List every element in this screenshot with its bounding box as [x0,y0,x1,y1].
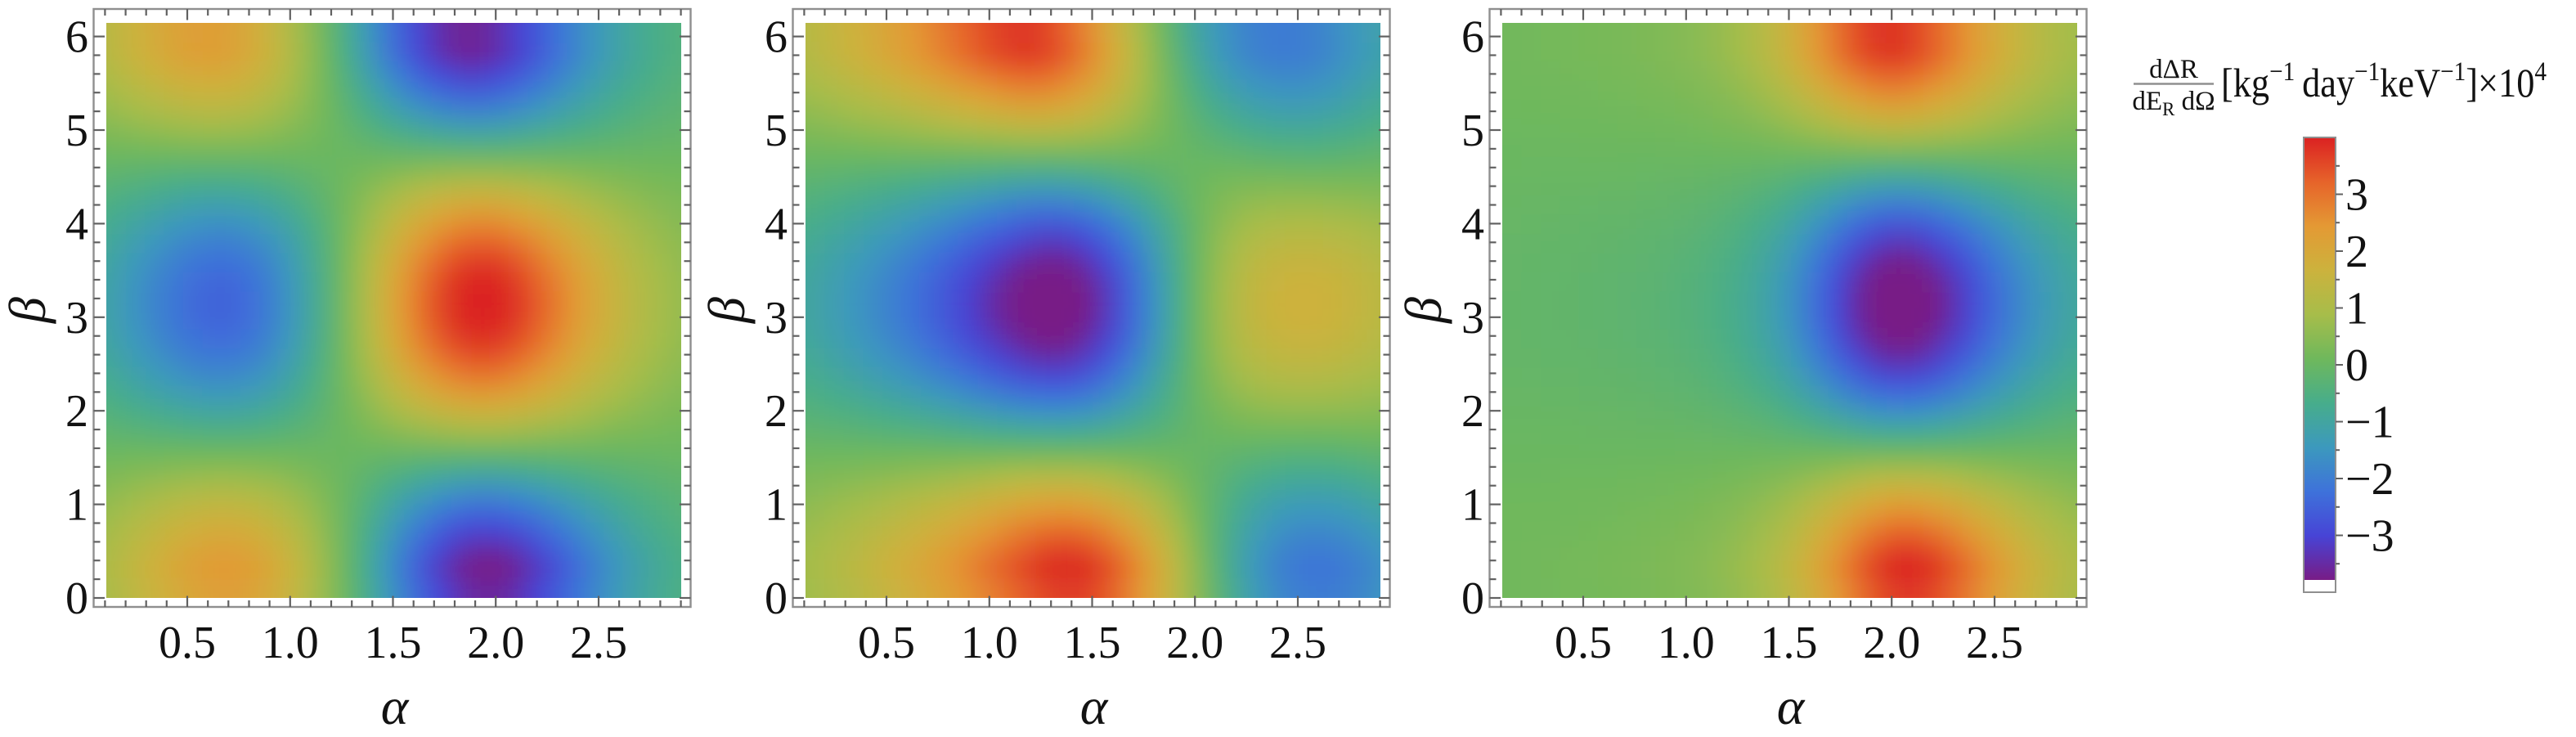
svg-text:−1: −1 [2345,398,2394,448]
svg-text:2.5: 2.5 [1966,618,2023,668]
svg-text:2: 2 [765,386,788,437]
svg-text:1.5: 1.5 [1761,618,1818,668]
svg-text:β: β [1394,297,1452,325]
svg-text:0: 0 [2345,340,2368,391]
svg-text:6: 6 [1461,12,1484,63]
svg-text:2.5: 2.5 [570,618,627,668]
svg-text:4: 4 [765,199,788,249]
svg-text:2: 2 [1461,386,1484,437]
svg-text:3: 3 [765,293,788,344]
svg-text:−2: −2 [2345,454,2394,505]
svg-text:3: 3 [1461,293,1484,344]
svg-text:0: 0 [65,573,88,624]
svg-text:−3: −3 [2345,511,2394,562]
svg-text:0: 0 [1461,573,1484,624]
svg-text:6: 6 [65,12,88,63]
svg-text:0: 0 [765,573,788,624]
svg-text:2.0: 2.0 [1166,618,1223,668]
svg-text:α: α [381,677,410,733]
svg-text:2.5: 2.5 [1269,618,1326,668]
svg-text:1.5: 1.5 [365,618,422,668]
svg-text:0.5: 0.5 [159,618,216,668]
svg-text:1: 1 [765,480,788,531]
svg-text:3: 3 [2345,170,2368,221]
svg-text:2: 2 [65,386,88,437]
svg-text:2: 2 [2345,227,2368,277]
svg-text:β: β [698,297,756,325]
svg-text:1.0: 1.0 [1658,618,1715,668]
svg-text:α: α [1080,677,1109,733]
svg-text:4: 4 [65,199,88,249]
svg-text:1: 1 [2345,284,2368,335]
svg-text:4: 4 [1461,199,1484,249]
svg-text:5: 5 [765,106,788,156]
svg-text:1.5: 1.5 [1064,618,1121,668]
svg-text:3: 3 [65,293,88,344]
svg-text:dΔR: dΔR [2149,55,2198,84]
svg-text:6: 6 [765,12,788,63]
svg-text:β: β [0,297,56,325]
svg-text:2.0: 2.0 [467,618,524,668]
svg-text:0.5: 0.5 [1555,618,1612,668]
svg-text:2.0: 2.0 [1863,618,1920,668]
svg-text:1.0: 1.0 [262,618,319,668]
svg-text:5: 5 [65,106,88,156]
svg-text:1: 1 [65,480,88,531]
svg-text:[kg−1 day−1keV−1]×104: [kg−1 day−1keV−1]×104 [2221,57,2547,106]
svg-text:1: 1 [1461,480,1484,531]
svg-text:0.5: 0.5 [858,618,915,668]
svg-text:5: 5 [1461,106,1484,156]
svg-text:α: α [1777,677,1806,733]
svg-text:1.0: 1.0 [961,618,1018,668]
